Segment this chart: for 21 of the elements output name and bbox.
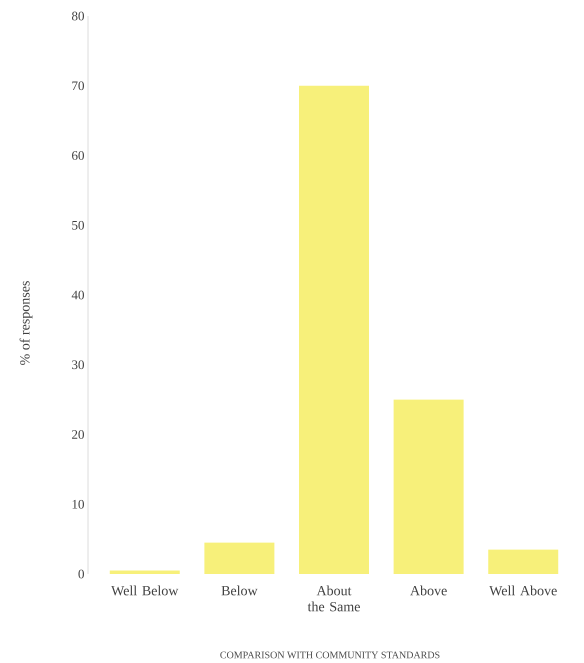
bar xyxy=(110,570,180,574)
x-tick-label: Above xyxy=(410,586,447,596)
y-axis-title: % of responses xyxy=(20,281,32,365)
x-axis-title: COMPARISON WITH COMMUNITY STANDARDS xyxy=(220,652,440,658)
bar xyxy=(394,400,464,574)
bar xyxy=(204,542,274,574)
y-tick-label: 0 xyxy=(78,570,84,578)
y-tick-label: 80 xyxy=(72,12,84,20)
x-tick-label: About the Same xyxy=(308,586,360,612)
y-tick-label: 10 xyxy=(72,500,84,509)
x-tick-label: Below xyxy=(222,586,258,596)
y-tick-label: 70 xyxy=(72,81,84,90)
y-tick-label: 50 xyxy=(72,220,84,230)
y-tick-label: 20 xyxy=(72,430,84,439)
y-tick-label: 40 xyxy=(72,290,84,300)
bar xyxy=(299,86,369,574)
x-tick-label: Well Above xyxy=(489,586,557,596)
y-tick-label: 60 xyxy=(72,151,84,160)
bar xyxy=(488,550,558,574)
y-tick-label: 30 xyxy=(72,360,84,370)
x-tick-label: Well Below xyxy=(111,586,178,596)
